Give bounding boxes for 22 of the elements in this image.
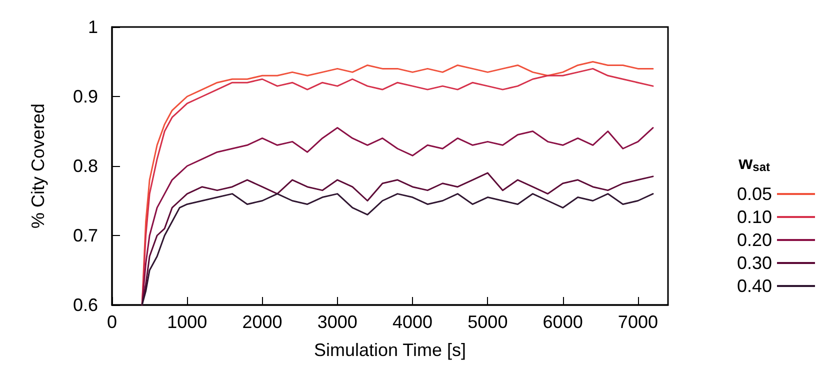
x-tick-label: 1000 <box>167 312 208 332</box>
y-tick-label: 0.7 <box>72 226 98 246</box>
x-tick-label: 5000 <box>468 312 508 332</box>
legend-label: 0.40 <box>736 276 772 296</box>
y-tick-label: 0.8 <box>72 156 98 176</box>
y-axis-title: % City Covered <box>28 103 48 229</box>
x-tick-label: 2000 <box>242 312 282 332</box>
x-tick-label: 7000 <box>618 312 658 332</box>
x-tick-label: 4000 <box>392 312 433 332</box>
x-tick-label: 3000 <box>317 312 358 332</box>
x-axis-title: Simulation Time [s] <box>314 340 466 360</box>
y-tick-label: 1 <box>88 17 98 37</box>
x-tick-label: 0 <box>106 312 118 332</box>
legend-label: 0.30 <box>736 253 772 273</box>
legend-label: 0.20 <box>736 230 772 250</box>
y-tick-label: 0.9 <box>72 86 98 106</box>
legend-label: 0.05 <box>736 184 772 204</box>
x-tick-label: 6000 <box>542 312 583 332</box>
line-series <box>141 172 654 306</box>
legend-label: 0.10 <box>736 207 772 227</box>
y-tick-label: 0.6 <box>72 295 98 315</box>
line-series <box>141 193 654 306</box>
